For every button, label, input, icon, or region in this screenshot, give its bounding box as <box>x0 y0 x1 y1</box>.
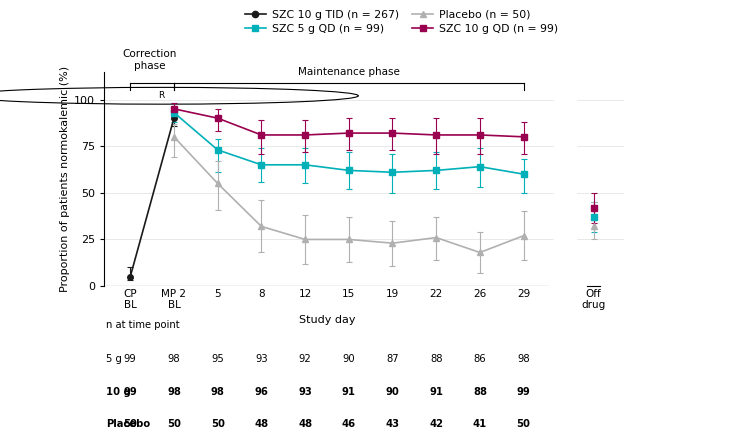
Text: 99: 99 <box>123 387 137 396</box>
Text: 46: 46 <box>342 419 356 429</box>
Text: R: R <box>158 91 165 100</box>
Text: 95: 95 <box>211 354 224 364</box>
Text: 91: 91 <box>429 387 443 396</box>
Text: 50: 50 <box>167 419 181 429</box>
Text: 87: 87 <box>386 354 399 364</box>
Text: 93: 93 <box>255 354 267 364</box>
Text: Maintenance phase: Maintenance phase <box>298 67 400 77</box>
Text: 10 g: 10 g <box>106 387 131 396</box>
Text: 88: 88 <box>430 354 442 364</box>
Legend: SZC 10 g TID (n = 267), SZC 5 g QD (n = 99), Placebo (n = 50), SZC 10 g QD (n = : SZC 10 g TID (n = 267), SZC 5 g QD (n = … <box>240 5 562 38</box>
Text: 50: 50 <box>123 419 137 429</box>
Text: 50: 50 <box>516 419 531 429</box>
Text: 98: 98 <box>168 354 181 364</box>
Text: 99: 99 <box>516 387 531 396</box>
Text: 98: 98 <box>517 354 530 364</box>
Text: 48: 48 <box>298 419 312 429</box>
Text: 93: 93 <box>298 387 312 396</box>
Text: 90: 90 <box>343 354 355 364</box>
Text: 86: 86 <box>473 354 486 364</box>
Text: 98: 98 <box>211 387 224 396</box>
Text: 92: 92 <box>299 354 311 364</box>
Text: 5 g: 5 g <box>106 354 122 364</box>
Text: Study day: Study day <box>299 315 355 325</box>
Text: 88: 88 <box>473 387 487 396</box>
Text: 99: 99 <box>124 354 137 364</box>
Text: 96: 96 <box>254 387 268 396</box>
Text: 41: 41 <box>473 419 487 429</box>
Text: 98: 98 <box>167 387 181 396</box>
Text: 50: 50 <box>211 419 224 429</box>
Text: 48: 48 <box>254 419 268 429</box>
Y-axis label: Proportion of patients normokalemic (%): Proportion of patients normokalemic (%) <box>60 66 70 292</box>
Text: Correction
phase: Correction phase <box>123 49 177 71</box>
Text: 42: 42 <box>429 419 443 429</box>
Text: 91: 91 <box>342 387 356 396</box>
Text: 90: 90 <box>386 387 399 396</box>
Text: Placebo: Placebo <box>106 419 150 429</box>
Text: 43: 43 <box>386 419 400 429</box>
Bar <box>554 72 576 286</box>
Text: n at time point: n at time point <box>106 320 180 329</box>
